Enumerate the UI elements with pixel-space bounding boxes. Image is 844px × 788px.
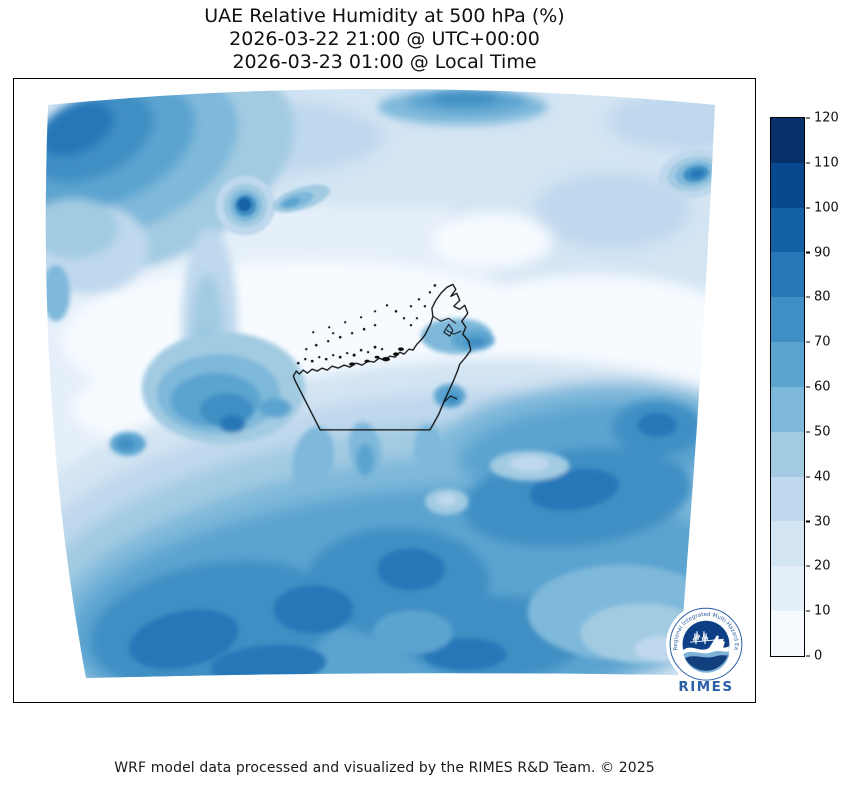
colorbar-segment bbox=[771, 252, 804, 298]
chart-title: UAE Relative Humidity at 500 hPa (%) bbox=[204, 5, 565, 27]
map-axes: Regional Integrated Multi-Hazard Early W… bbox=[13, 78, 756, 703]
colorbar-tick: 10 bbox=[806, 604, 831, 619]
colorbar-tick: 40 bbox=[806, 469, 831, 484]
colorbar-segment bbox=[771, 118, 804, 163]
colorbar-tick: 80 bbox=[806, 290, 831, 305]
colorbar bbox=[770, 117, 805, 657]
uae-outline bbox=[292, 283, 472, 431]
humidity-contour-map: Regional Integrated Multi-Hazard Early W… bbox=[45, 88, 746, 695]
colorbar-tick: 50 bbox=[806, 424, 831, 439]
colorbar-segment bbox=[771, 566, 804, 612]
colorbar-tick: 70 bbox=[806, 335, 831, 350]
colorbar-ticks: 0 10 20 30 40 50 60 70 80 90 100 110 120 bbox=[806, 111, 844, 664]
colorbar-tick: 30 bbox=[806, 514, 831, 529]
colorbar-segment bbox=[771, 207, 804, 253]
colorbar-segment bbox=[771, 431, 804, 477]
colorbar-segment bbox=[771, 521, 804, 567]
chart-subtitle-utc: 2026-03-22 21:00 @ UTC+00:00 bbox=[229, 28, 540, 50]
colorbar-segment bbox=[771, 162, 804, 208]
colorbar-tick: 110 bbox=[806, 155, 839, 170]
humidity-field bbox=[45, 88, 715, 679]
colorbar-tick: 60 bbox=[806, 380, 831, 395]
footer-credit: WRF model data processed and visualized … bbox=[114, 760, 655, 776]
rimes-wordmark: RIMES bbox=[678, 680, 733, 695]
colorbar-tick: 100 bbox=[806, 200, 839, 215]
colorbar-tick: 0 bbox=[806, 649, 822, 664]
chart-subtitle-local: 2026-03-23 01:00 @ Local Time bbox=[232, 51, 537, 73]
colorbar-segment bbox=[771, 476, 804, 522]
colorbar-segment bbox=[771, 297, 804, 343]
colorbar-tick: 90 bbox=[806, 245, 831, 260]
colorbar-segment bbox=[771, 386, 804, 432]
chart-title-block: UAE Relative Humidity at 500 hPa (%) 202… bbox=[13, 5, 756, 74]
colorbar-tick: 20 bbox=[806, 559, 831, 574]
colorbar-segment bbox=[771, 611, 804, 656]
colorbar-segment bbox=[771, 342, 804, 387]
island-dots bbox=[296, 284, 437, 366]
colorbar-tick: 120 bbox=[806, 111, 839, 126]
seismic-waveform-icon bbox=[689, 631, 724, 645]
rimes-logo: Regional Integrated Multi-Hazard Early W… bbox=[666, 604, 746, 695]
